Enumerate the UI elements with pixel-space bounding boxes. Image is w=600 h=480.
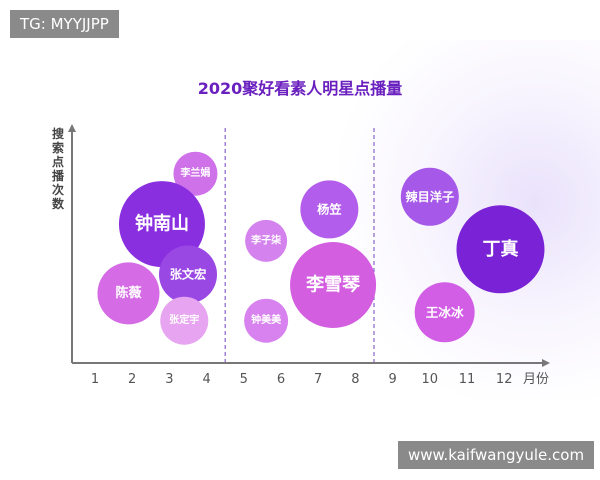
x-axis-label: 月份 [523, 372, 549, 387]
bubble-label: 李子柒 [250, 233, 282, 246]
x-tick-label: 12 [496, 372, 513, 387]
bubble-label: 张文宏 [170, 267, 207, 282]
bubble-label: 王冰冰 [426, 305, 464, 320]
bubble-label: 钟美美 [251, 313, 282, 326]
bubble-label: 李兰娟 [179, 166, 210, 179]
bubble-label: 李雪琴 [305, 275, 360, 296]
bubble [414, 282, 475, 343]
bubble [245, 219, 288, 262]
watermark-bottom: www.kaifwangyule.com [398, 441, 595, 469]
bubble-label: 陈薇 [115, 285, 141, 301]
bubble [300, 180, 359, 239]
x-tick-label: 9 [388, 372, 396, 387]
bubble [456, 205, 545, 294]
x-tick-label: 7 [314, 372, 322, 387]
x-tick-label: 5 [240, 372, 248, 387]
x-tick-label: 10 [422, 372, 439, 387]
bubble-label: 丁真 [482, 238, 518, 260]
y-axis-label-char: 索 [52, 140, 64, 155]
x-tick-label: 1 [91, 372, 99, 387]
bubble [290, 242, 377, 328]
y-axis-label-char: 次 [52, 182, 64, 197]
y-axis-label-char: 点 [52, 154, 64, 169]
bubble [244, 298, 289, 343]
bubble [400, 167, 459, 226]
bubble [97, 262, 160, 325]
bubble-label: 辣目洋子 [405, 189, 454, 204]
period-separators [224, 128, 375, 362]
x-tick-label: 8 [351, 372, 359, 387]
chart-title: 2020聚好看素人明星点播量 [198, 79, 403, 98]
y-axis-label-char: 播 [52, 168, 65, 183]
x-tick-labels: 1 2 3 4 5 6 7 8 9 10 11 12 [91, 372, 513, 387]
bubble [160, 296, 209, 345]
x-tick-label: 3 [165, 372, 173, 387]
x-tick-label: 6 [277, 372, 285, 387]
x-tick-label: 2 [128, 372, 136, 387]
x-tick-label: 4 [202, 372, 210, 387]
bubble [159, 245, 217, 304]
bubble-label: 杨笠 [317, 201, 341, 216]
bubble [118, 181, 205, 268]
bubble [173, 151, 218, 196]
bubble-label: 张定宇 [169, 313, 199, 326]
bubble-label: 钟南山 [135, 213, 189, 235]
y-axis-label-char: 搜 [52, 126, 65, 141]
y-axis-label-char: 数 [52, 196, 65, 211]
watermark-top: TG: MYYJJPP [10, 10, 119, 38]
x-tick-label: 11 [459, 372, 476, 387]
